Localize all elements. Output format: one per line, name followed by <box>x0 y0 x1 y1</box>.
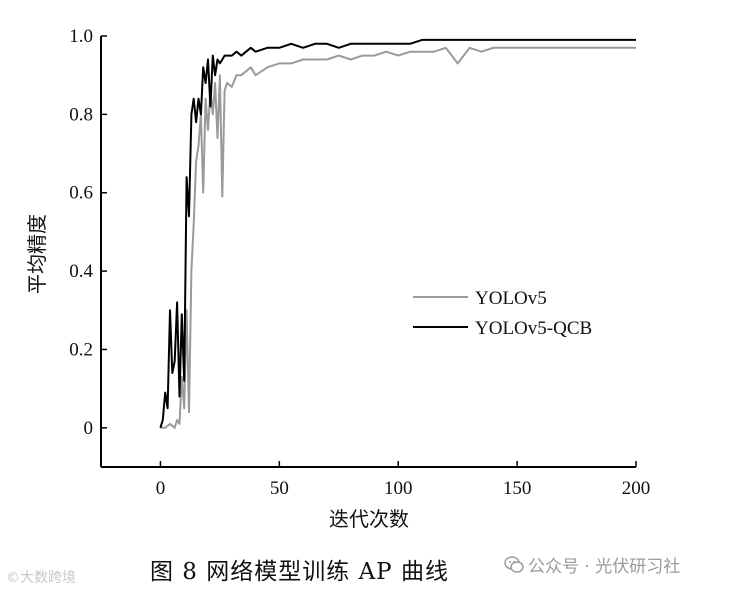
watermark-right: 公众号 · 光伏研习社 <box>504 552 680 577</box>
y-tick-label: 0.6 <box>69 183 93 204</box>
series-line-yolov5-qcb <box>159 38 636 429</box>
x-tick-label: 0 <box>156 478 166 499</box>
y-tick-label: 0.2 <box>69 339 93 360</box>
x-tick-label: 150 <box>503 478 532 499</box>
y-tick-label: 1.0 <box>69 26 93 47</box>
y-tick-label: 0 <box>84 418 94 439</box>
axes: 0 50 100 150 200 0 0.2 0.4 0.6 0.8 1.0 <box>69 26 650 499</box>
x-axis-title: 迭代次数 <box>329 507 409 531</box>
x-tick-label: 100 <box>384 478 413 499</box>
legend-label: YOLOv5 <box>475 288 547 309</box>
y-axis-title: 平均精度 <box>25 214 49 294</box>
y-tick-label: 0.8 <box>69 104 93 125</box>
x-tick-label: 200 <box>622 478 651 499</box>
series-line-yolov5 <box>160 46 636 429</box>
legend: YOLOv5 YOLOv5-QCB <box>413 288 592 339</box>
y-tick-label: 0.4 <box>69 261 93 282</box>
watermark-right-text: 公众号 · 光伏研习社 <box>528 557 681 577</box>
series-layer <box>159 38 636 429</box>
watermark-left: ©大数跨境 <box>6 570 76 586</box>
legend-label: YOLOv5-QCB <box>475 318 592 339</box>
x-tick-label: 50 <box>270 478 289 499</box>
wechat-icon <box>504 555 524 573</box>
figure-caption: 图 8 网络模型训练 AP 曲线 <box>150 559 449 585</box>
